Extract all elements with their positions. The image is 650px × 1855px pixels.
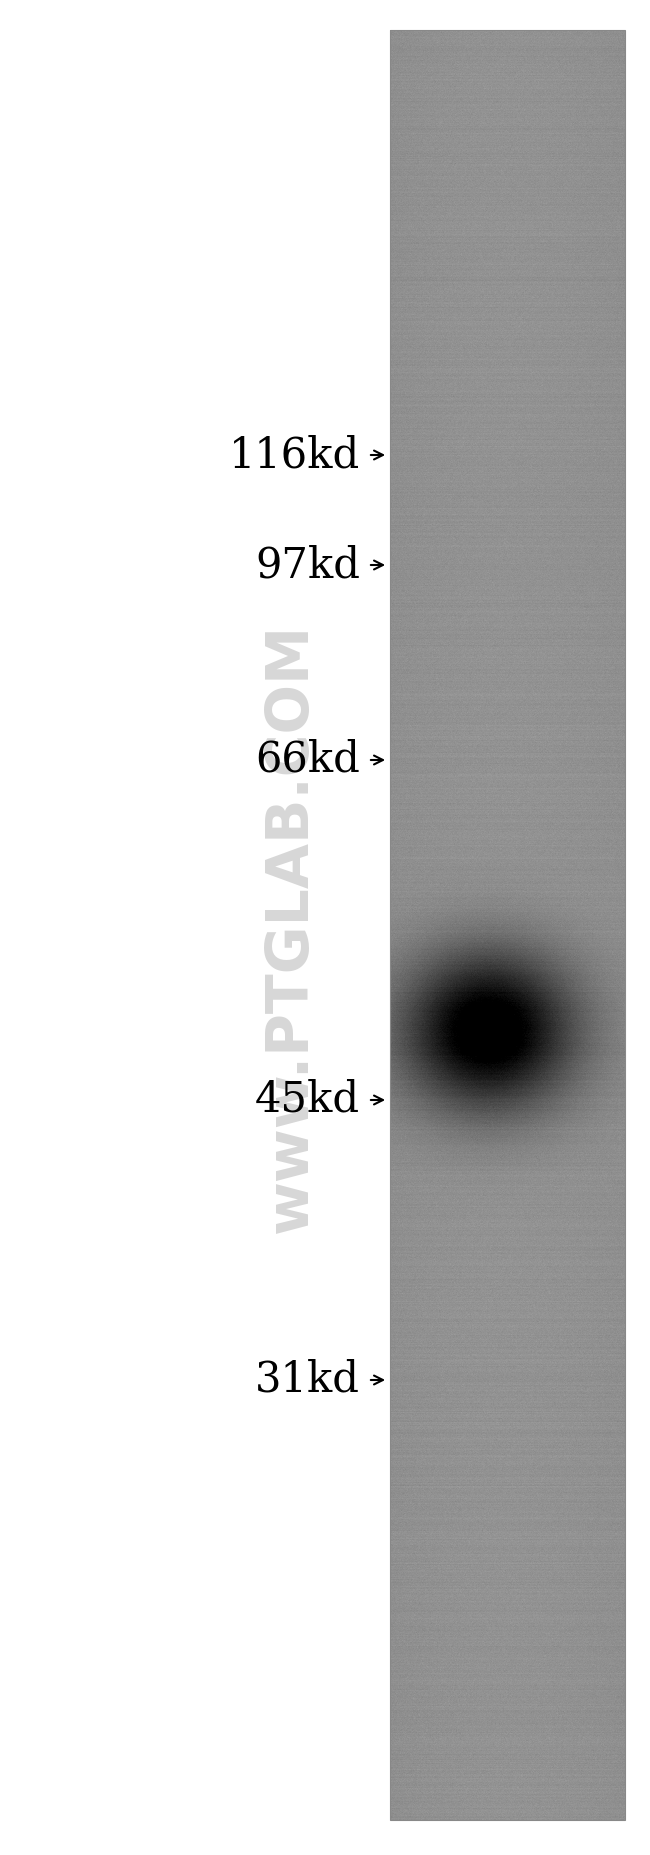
Bar [390,30,625,1820]
Text: 116kd: 116kd [229,434,360,477]
Text: 66kd: 66kd [255,738,360,781]
Text: 97kd: 97kd [255,544,360,586]
Text: 45kd: 45kd [255,1080,360,1120]
Text: 31kd: 31kd [255,1360,360,1401]
Text: www.PTGLAB.COM: www.PTGLAB.COM [261,623,318,1232]
